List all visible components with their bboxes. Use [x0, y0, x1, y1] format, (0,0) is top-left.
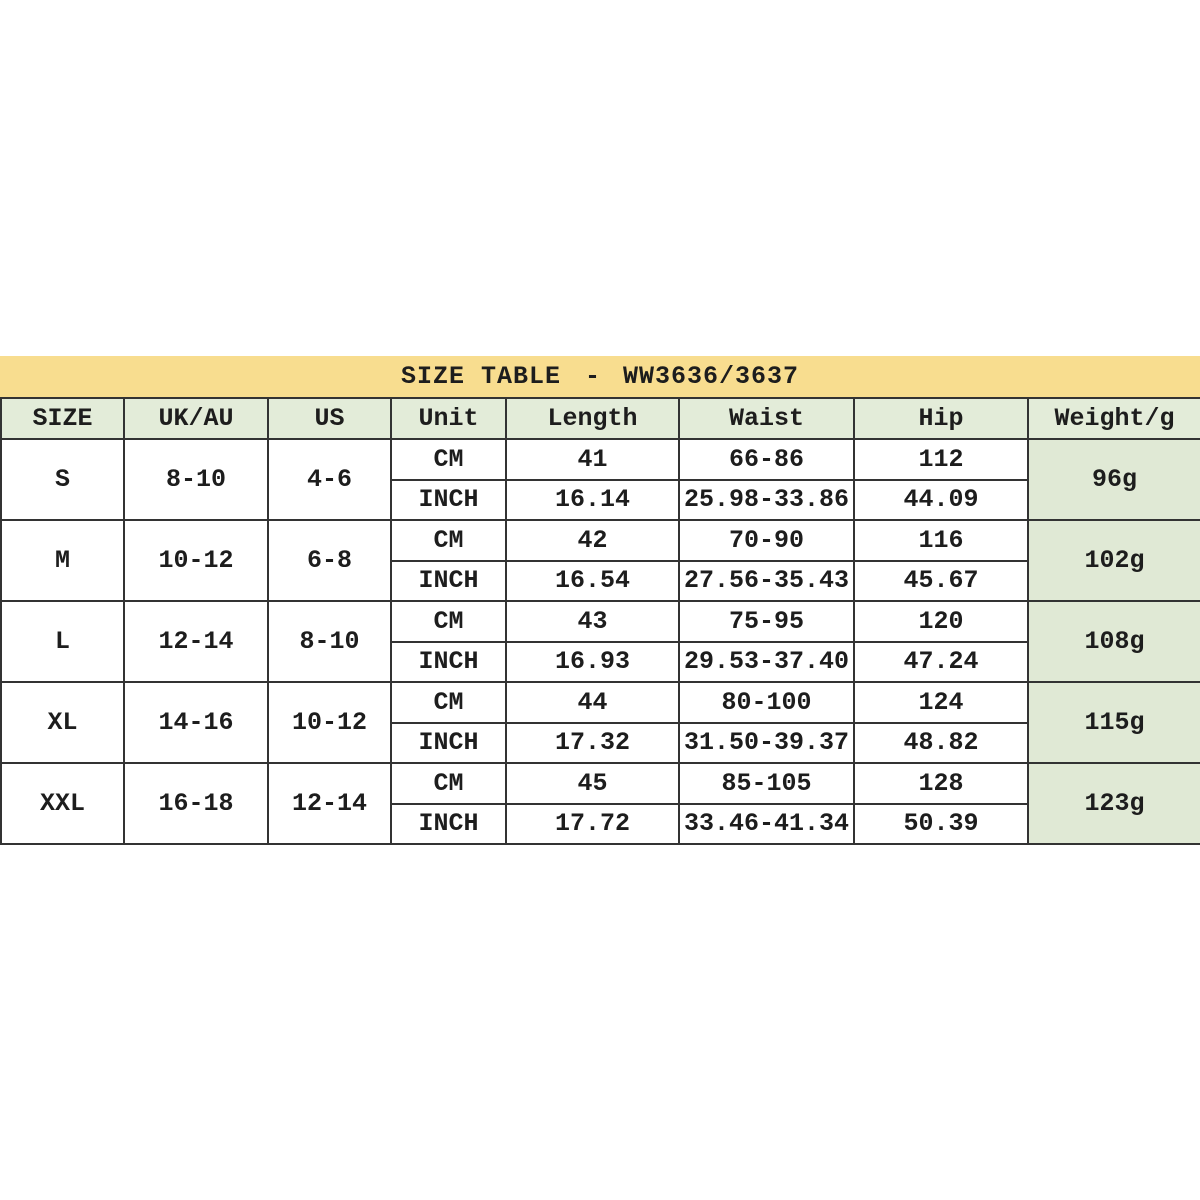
waist-cell: 75-95: [678, 600, 855, 643]
size-cell-m: M: [0, 519, 125, 602]
table-row-xl-cm: XL 14-16 10-12 CM 44 80-100 124 115g: [0, 681, 1200, 764]
ukau-cell-l: 12-14: [123, 600, 269, 683]
size-cell-s: S: [0, 438, 125, 521]
column-header-waist: Waist: [678, 397, 855, 440]
length-cell: 16.14: [505, 478, 680, 521]
table-row-s-inch: INCH 16.14 25.98-33.86 44.09: [1, 478, 1200, 521]
ukau-cell-xxl: 16-18: [123, 762, 269, 845]
hip-cell: 48.82: [853, 721, 1029, 764]
waist-cell: 25.98-33.86: [678, 478, 855, 521]
weight-cell-m: 102g: [1027, 519, 1200, 602]
table-row-xxl-cm: XXL 16-18 12-14 CM 45 85-105 128 123g: [0, 762, 1200, 845]
waist-cell: 29.53-37.40: [678, 640, 855, 683]
hip-cell: 44.09: [853, 478, 1029, 521]
unit-cell-cm: CM: [390, 762, 507, 805]
column-header-uk-au: UK/AU: [123, 397, 269, 440]
size-cell-xl: XL: [0, 681, 125, 764]
hip-cell: 45.67: [853, 559, 1029, 602]
size-table-title-band: SIZE TABLE - WW3636/3637: [0, 356, 1200, 397]
unit-cell-cm: CM: [390, 681, 507, 724]
length-cell: 41: [505, 438, 680, 481]
size-cell-xxl: XXL: [0, 762, 125, 845]
waist-cell: 85-105: [678, 762, 855, 805]
waist-cell: 66-86: [678, 438, 855, 481]
us-cell-xxl: 12-14: [267, 762, 392, 845]
length-cell: 43: [505, 600, 680, 643]
hip-cell: 50.39: [853, 802, 1029, 845]
ukau-cell-s: 8-10: [123, 438, 269, 521]
unit-cell-inch: INCH: [390, 640, 507, 683]
table-row-s-cm: S 8-10 4-6 CM 41 66-86 112 96g: [0, 438, 1200, 521]
column-header-weight: Weight/g: [1027, 397, 1200, 440]
hip-cell: 112: [853, 438, 1029, 481]
us-cell-s: 4-6: [267, 438, 392, 521]
weight-cell-s: 96g: [1027, 438, 1200, 521]
unit-cell-cm: CM: [390, 519, 507, 562]
waist-cell: 70-90: [678, 519, 855, 562]
unit-cell-inch: INCH: [390, 478, 507, 521]
hip-cell: 116: [853, 519, 1029, 562]
us-cell-xl: 10-12: [267, 681, 392, 764]
waist-cell: 31.50-39.37: [678, 721, 855, 764]
column-header-unit: Unit: [390, 397, 507, 440]
length-cell: 17.32: [505, 721, 680, 764]
us-cell-m: 6-8: [267, 519, 392, 602]
unit-cell-inch: INCH: [390, 721, 507, 764]
column-header-length: Length: [505, 397, 680, 440]
ukau-cell-xl: 14-16: [123, 681, 269, 764]
unit-cell-inch: INCH: [390, 802, 507, 845]
hip-cell: 128: [853, 762, 1029, 805]
column-header-us: US: [267, 397, 392, 440]
length-cell: 42: [505, 519, 680, 562]
table-row-m-cm: M 10-12 6-8 CM 42 70-90 116 102g: [0, 519, 1200, 602]
length-cell: 16.54: [505, 559, 680, 602]
unit-cell-inch: INCH: [390, 559, 507, 602]
column-header-hip: Hip: [853, 397, 1029, 440]
unit-cell-cm: CM: [390, 600, 507, 643]
ukau-cell-m: 10-12: [123, 519, 269, 602]
title-text-left: SIZE TABLE: [400, 362, 561, 391]
unit-cell-cm: CM: [390, 438, 507, 481]
table-row-l-cm: L 12-14 8-10 CM 43 75-95 120 108g: [0, 600, 1200, 683]
us-cell-l: 8-10: [267, 600, 392, 683]
size-table-section: SIZE TABLE - WW3636/3637 SIZE UK/AU US U…: [0, 356, 1200, 845]
weight-cell-xl: 115g: [1027, 681, 1200, 764]
waist-cell: 80-100: [678, 681, 855, 724]
weight-cell-xxl: 123g: [1027, 762, 1200, 845]
length-cell: 17.72: [505, 802, 680, 845]
waist-cell: 27.56-35.43: [678, 559, 855, 602]
title-text-right: WW3636/3637: [623, 362, 800, 391]
hip-cell: 124: [853, 681, 1029, 724]
length-cell: 16.93: [505, 640, 680, 683]
size-table: SIZE UK/AU US Unit Length Waist Hip Weig…: [0, 397, 1200, 845]
hip-cell: 120: [853, 600, 1029, 643]
column-header-size: SIZE: [0, 397, 125, 440]
table-header-row: SIZE UK/AU US Unit Length Waist Hip Weig…: [0, 397, 1200, 440]
title-dash: -: [584, 362, 601, 391]
length-cell: 45: [505, 762, 680, 805]
length-cell: 44: [505, 681, 680, 724]
weight-cell-l: 108g: [1027, 600, 1200, 683]
size-cell-l: L: [0, 600, 125, 683]
hip-cell: 47.24: [853, 640, 1029, 683]
waist-cell: 33.46-41.34: [678, 802, 855, 845]
